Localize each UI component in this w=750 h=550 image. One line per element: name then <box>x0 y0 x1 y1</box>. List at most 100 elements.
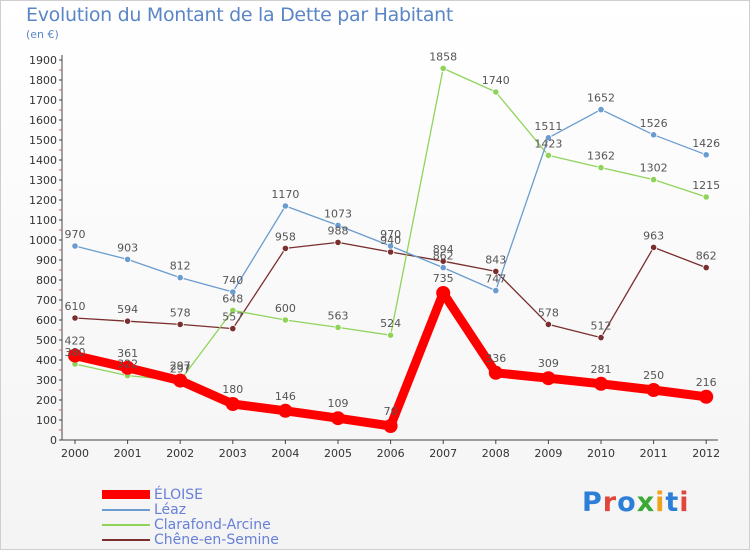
data-label-clarafond-arcine: 600 <box>275 302 296 315</box>
logo-letter: r <box>602 487 618 518</box>
data-point-eloise <box>383 419 398 433</box>
y-tick-label: 1600 <box>29 114 57 127</box>
data-label-clarafond-arcine: 1215 <box>692 179 720 192</box>
y-tick-label: 1500 <box>29 134 57 147</box>
data-point-chene-en-semine <box>229 324 237 333</box>
data-point-eloise <box>225 397 240 411</box>
data-point-clarafond-arcine <box>492 88 500 96</box>
legend-label: Chêne-en-Semine <box>154 531 279 548</box>
data-label-eloise: 180 <box>222 383 243 396</box>
data-point-eloise <box>331 411 345 426</box>
data-label-chene-en-semine: 862 <box>696 250 717 263</box>
data-point-clarafond-arcine <box>281 316 289 324</box>
x-tick-label: 2003 <box>219 447 247 460</box>
data-label-chene-en-semine: 512 <box>591 320 612 333</box>
data-point-eloise <box>120 360 135 375</box>
series-layer <box>68 64 714 433</box>
data-label-eloise: 70 <box>384 405 398 418</box>
data-point-clarafond-arcine <box>544 151 553 159</box>
y-tick-label: 100 <box>36 414 57 427</box>
x-tick-label: 2009 <box>534 447 562 460</box>
data-label-leaz: 970 <box>65 228 86 241</box>
data-point-chene-en-semine <box>386 248 395 256</box>
data-point-leaz <box>492 286 500 295</box>
data-point-eloise <box>541 371 556 386</box>
data-point-chene-en-semine <box>702 263 710 272</box>
data-label-clarafond-arcine: 1858 <box>429 50 457 63</box>
y-tick-label: 1700 <box>29 94 57 107</box>
legend-item-clarafond-arcine: Clarafond-Arcine <box>102 516 279 533</box>
data-point-chene-en-semine <box>334 238 342 246</box>
y-tick-label: 1200 <box>29 194 57 207</box>
data-label-leaz: 1170 <box>271 188 299 201</box>
legend-swatch <box>102 508 150 511</box>
x-tick-label: 2002 <box>166 447 194 460</box>
data-point-chene-en-semine <box>492 267 500 275</box>
data-label-clarafond-arcine: 563 <box>328 309 349 322</box>
x-tick-label: 2004 <box>271 447 299 460</box>
data-point-eloise <box>68 348 82 363</box>
data-label-clarafond-arcine: 380 <box>65 346 86 359</box>
data-point-clarafond-arcine <box>386 331 395 339</box>
logo-letter: i <box>679 487 690 518</box>
logo-letter: i <box>655 487 666 518</box>
data-label-eloise: 109 <box>328 397 349 410</box>
x-tick-label: 2000 <box>61 447 89 460</box>
data-point-leaz <box>229 288 237 296</box>
data-label-clarafond-arcine: 1740 <box>482 74 510 87</box>
y-tick-label: 200 <box>36 394 57 407</box>
data-label-eloise: 309 <box>538 357 559 370</box>
data-point-leaz <box>281 202 289 210</box>
legend-item-chene-en-semine: Chêne-en-Semine <box>102 531 279 548</box>
data-label-leaz: 970 <box>380 228 401 241</box>
data-label-eloise: 250 <box>643 369 664 382</box>
data-label-eloise: 216 <box>696 376 717 389</box>
data-label-clarafond-arcine: 322 <box>117 358 138 371</box>
x-tick-label: 2006 <box>377 447 405 460</box>
legend-label: Clarafond-Arcine <box>154 516 271 533</box>
y-tick-label: 600 <box>36 314 57 327</box>
data-label-eloise: 361 <box>117 347 138 360</box>
data-point-chene-en-semine <box>281 244 289 252</box>
data-label-leaz: 1426 <box>692 137 720 150</box>
y-tick-label: 1300 <box>29 174 57 187</box>
data-label-chene-en-semine: 940 <box>380 234 401 247</box>
data-label-chene-en-semine: 557 <box>222 311 243 324</box>
data-label-eloise: 281 <box>591 363 612 376</box>
data-label-leaz: 1511 <box>534 120 562 133</box>
legend-label: Léaz <box>154 501 187 518</box>
y-tick-label: 700 <box>36 294 57 307</box>
y-tick-label: 400 <box>36 354 57 367</box>
proxiti-logo: Proxiti <box>582 487 690 518</box>
y-tick-label: 300 <box>36 374 57 387</box>
data-label-leaz: 862 <box>433 250 454 263</box>
y-tick-label: 900 <box>36 254 57 267</box>
data-label-leaz: 740 <box>222 274 243 287</box>
y-tick-label: 0 <box>50 434 57 447</box>
data-point-chene-en-semine <box>124 317 132 325</box>
data-point-leaz <box>702 151 710 159</box>
chart-subtitle: (en €) <box>26 28 59 41</box>
data-label-clarafond-arcine: 524 <box>380 317 401 330</box>
y-tick-label: 500 <box>36 334 57 347</box>
logo-letter: P <box>582 487 603 518</box>
data-label-clarafond-arcine: 1423 <box>534 137 562 150</box>
data-point-leaz <box>386 242 395 250</box>
data-point-chene-en-semine <box>597 333 605 342</box>
data-point-clarafond-arcine <box>439 64 447 73</box>
y-tick-label: 1100 <box>29 214 57 227</box>
data-point-clarafond-arcine <box>334 323 342 331</box>
x-tick-label: 2007 <box>429 447 457 460</box>
logo-letter: t <box>665 487 680 518</box>
data-point-clarafond-arcine <box>597 164 605 172</box>
data-label-eloise: 422 <box>65 335 86 348</box>
x-tick-label: 2011 <box>640 447 668 460</box>
data-point-leaz <box>544 134 553 142</box>
data-label-eloise: 735 <box>433 272 454 285</box>
data-point-leaz <box>597 106 605 114</box>
data-point-clarafond-arcine <box>702 193 710 201</box>
data-point-leaz <box>439 263 447 272</box>
data-label-chene-en-semine: 610 <box>65 300 86 313</box>
x-tick-label: 2008 <box>482 447 510 460</box>
